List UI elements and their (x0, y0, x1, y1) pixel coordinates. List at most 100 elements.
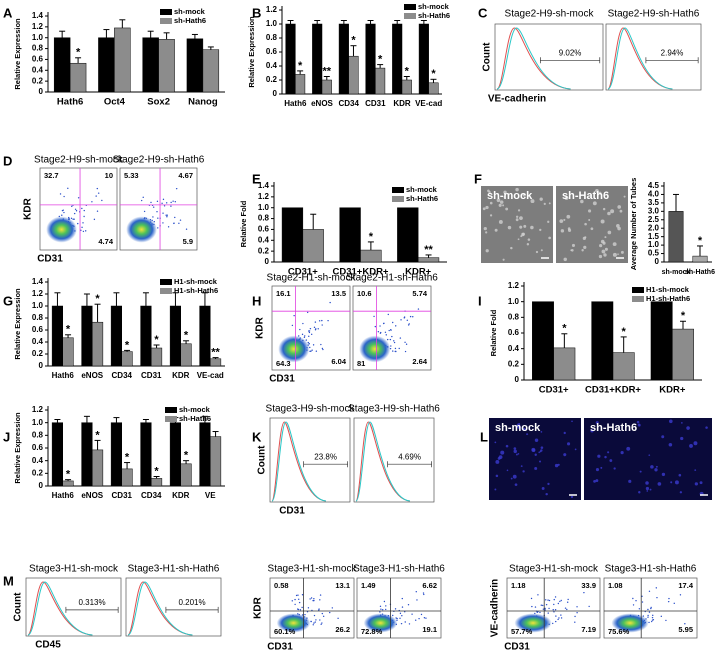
event-dot (392, 321, 394, 324)
y-axis-label: Relative Expression (13, 412, 22, 484)
y-axis-label: Count (482, 42, 493, 72)
event-dot (405, 343, 408, 345)
significance-mark: * (698, 235, 703, 247)
event-dot (553, 611, 555, 613)
event-dot (665, 619, 667, 622)
cell (485, 205, 489, 210)
bar (62, 337, 74, 367)
event-dot (635, 600, 637, 602)
event-dot (650, 606, 652, 609)
x-tick-label: CD34 (141, 491, 162, 500)
event-dot (404, 621, 406, 623)
event-dot (331, 607, 334, 609)
event-dot (566, 601, 569, 603)
cell (563, 453, 567, 457)
legend-label: H1-sh-Hath6 (646, 294, 690, 303)
cell (489, 214, 493, 217)
cell (539, 197, 543, 201)
panel-letter: E (252, 171, 261, 186)
event-dot (315, 619, 317, 621)
cell (514, 483, 518, 487)
micrograph (489, 418, 581, 500)
bar (186, 38, 204, 93)
cell (564, 196, 569, 201)
legend-swatch (165, 416, 177, 422)
cell (540, 449, 543, 452)
event-dot (304, 335, 306, 337)
event-dot (59, 193, 62, 195)
cell (522, 428, 526, 431)
cell (534, 466, 538, 470)
cell (588, 219, 591, 222)
y-tick-label: 1.2 (258, 192, 270, 201)
y-tick-label: 0.2 (32, 468, 44, 477)
event-dot (398, 347, 400, 350)
legend-swatch (160, 9, 172, 15)
y-axis-label: VE-cadherin (490, 579, 501, 637)
cell (604, 236, 607, 239)
quadrant-percent: 64.3 (276, 359, 291, 368)
event-dot (386, 338, 389, 341)
image-label: sh-mock (495, 422, 541, 434)
event-dot (647, 616, 649, 618)
significance-mark: * (562, 323, 567, 335)
event-dot (679, 594, 682, 596)
event-dot (655, 587, 658, 589)
event-dot (85, 230, 87, 232)
bar (98, 37, 115, 93)
plot-title: Stage3-H1-sh-Hath6 (605, 564, 697, 575)
cell (570, 495, 574, 499)
cell (498, 203, 502, 207)
event-dot (652, 614, 654, 617)
cell (520, 465, 523, 468)
event-dot (425, 617, 427, 619)
x-axis-label: CD31 (37, 254, 63, 265)
cell (540, 446, 544, 449)
plot-title: Stage2-H9-sh-Hath6 (113, 155, 205, 166)
cell (487, 189, 490, 193)
cell (566, 214, 571, 219)
cell (612, 242, 617, 247)
cell (598, 191, 602, 195)
quadrant-percent: 10 (105, 171, 113, 180)
x-axis-label: CD31 (269, 374, 295, 385)
micrograph (584, 418, 712, 500)
bar (199, 305, 211, 367)
plot-title: Stage3-H9-sh-Hath6 (348, 404, 440, 415)
event-dot (393, 341, 396, 344)
event-dot (396, 617, 398, 620)
y-tick-label: 0.4 (266, 61, 278, 70)
x-tick-label: VE-cad (415, 99, 442, 108)
cell (494, 441, 497, 444)
bar (612, 352, 635, 381)
event-dot (548, 599, 551, 602)
bar (81, 422, 93, 487)
cell (681, 422, 683, 424)
bar (202, 49, 220, 93)
image-label: sh-Hath6 (562, 190, 609, 202)
cell (617, 253, 619, 255)
x-axis-label: CD31 (504, 642, 530, 653)
event-dot (648, 590, 651, 592)
event-dot (314, 321, 317, 323)
event-dot (403, 317, 405, 319)
bar (397, 207, 419, 263)
event-dot (313, 326, 316, 329)
y-axis-label: Relative Fold (489, 309, 498, 356)
y-tick-label: 0.4 (32, 456, 44, 465)
event-dot (544, 609, 546, 611)
y-tick-label: 0.8 (32, 313, 44, 322)
event-dot (83, 215, 85, 218)
cell (654, 468, 658, 472)
cell (661, 472, 666, 477)
cell (604, 247, 608, 251)
y-tick-label: 0.2 (32, 349, 44, 358)
cell (678, 473, 682, 477)
event-dot (317, 328, 319, 330)
cell (669, 419, 673, 424)
event-dot (310, 620, 312, 623)
event-dot (423, 593, 425, 596)
event-dot (83, 209, 85, 212)
event-dot (409, 315, 412, 318)
event-dot (318, 608, 320, 610)
